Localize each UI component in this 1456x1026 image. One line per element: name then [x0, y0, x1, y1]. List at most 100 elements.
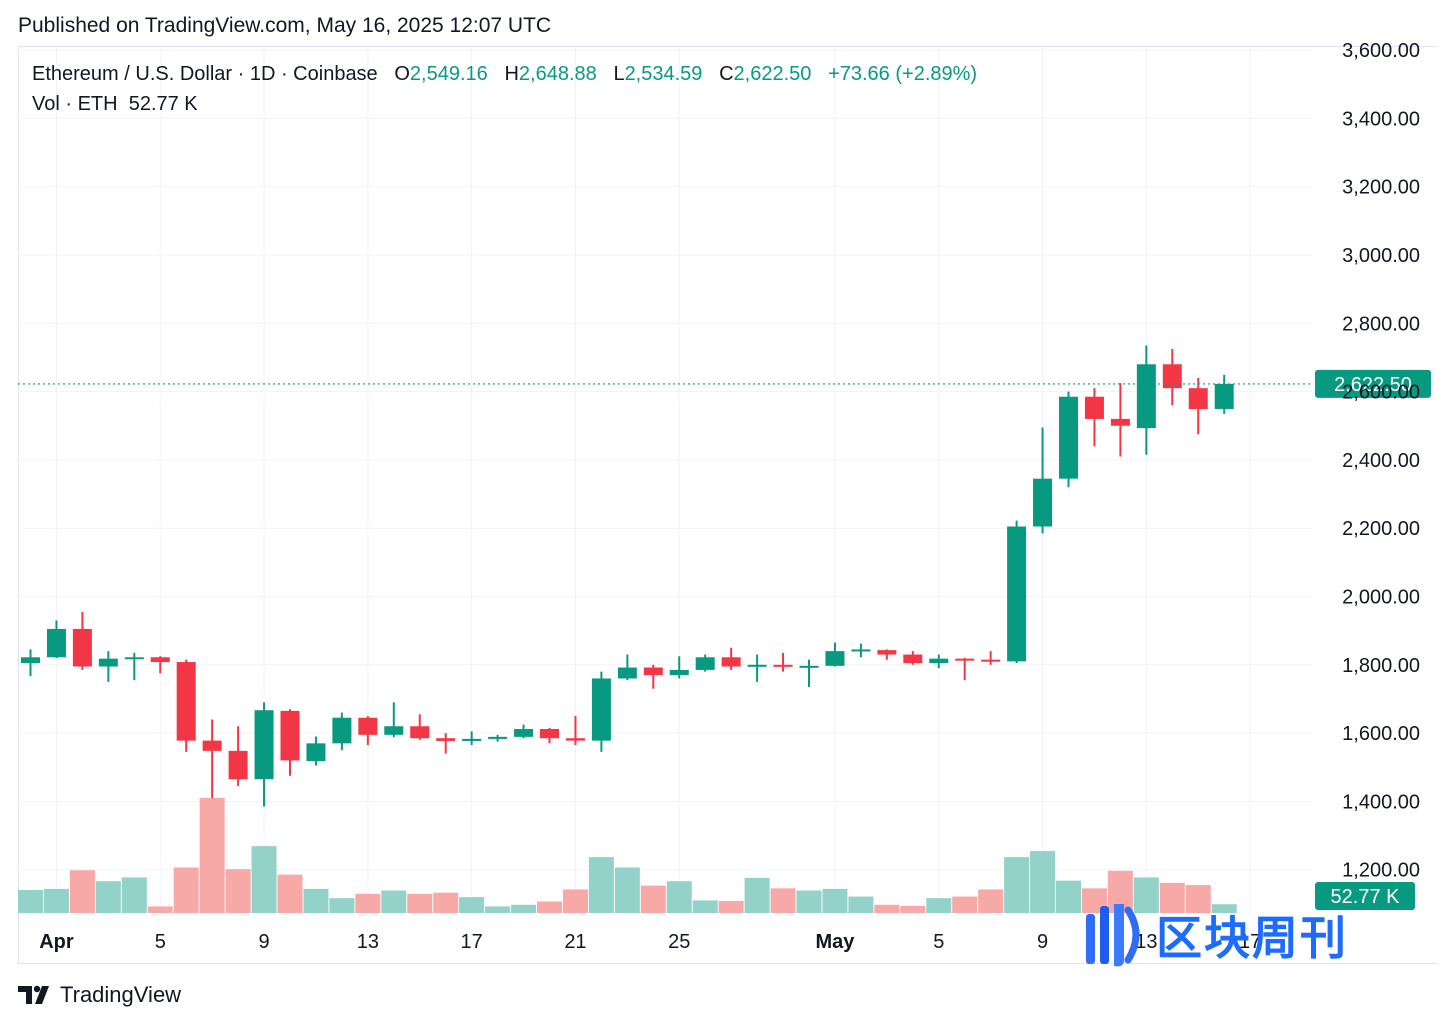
candle-body [306, 743, 326, 762]
time-tick-label: 9 [258, 931, 269, 953]
candle[interactable] [540, 727, 559, 744]
candle[interactable] [254, 702, 274, 807]
candle[interactable] [1084, 388, 1104, 447]
candle[interactable] [643, 664, 663, 689]
candle[interactable] [332, 712, 352, 751]
candle[interactable] [46, 620, 66, 658]
candle[interactable] [72, 611, 92, 670]
candle[interactable] [877, 649, 897, 660]
time-axis[interactable]: Apr 5 9 13 17 21 25 May 5 9 13 17 [39, 931, 1261, 953]
candle[interactable] [358, 716, 378, 746]
candle[interactable] [1007, 520, 1027, 664]
volume-bar [770, 888, 796, 913]
candle[interactable] [280, 709, 300, 776]
candle[interactable] [617, 654, 637, 681]
candle[interactable] [488, 734, 508, 742]
candle-body [617, 667, 637, 679]
last-volume-label: 52.77 K [1331, 886, 1401, 908]
candle-body [98, 658, 118, 667]
volume-bar [1133, 877, 1159, 913]
candle[interactable] [799, 659, 819, 687]
candle[interactable] [773, 652, 793, 672]
tradingview-footer[interactable]: TradingView [18, 982, 181, 1008]
volume-bar [485, 906, 511, 913]
candle[interactable] [1162, 348, 1182, 406]
candle[interactable] [851, 643, 871, 658]
volume-bar [900, 905, 926, 913]
close-label: C [719, 63, 734, 85]
candle-body [565, 738, 585, 741]
candle[interactable] [1136, 345, 1156, 455]
candle[interactable] [98, 651, 118, 682]
candle[interactable] [410, 714, 430, 740]
candle[interactable] [955, 657, 975, 681]
candles [21, 345, 1234, 807]
time-tick-label: 9 [1037, 931, 1048, 953]
low-value: 2,534.59 [624, 63, 703, 85]
candle[interactable] [1110, 383, 1130, 457]
volume-bar [1030, 851, 1056, 913]
candle-body [332, 717, 352, 744]
candle-body [669, 669, 689, 676]
candle[interactable] [462, 731, 482, 746]
candle-body [488, 736, 508, 739]
candle[interactable] [436, 733, 456, 754]
volume-bar [1211, 904, 1237, 913]
volume-bar [874, 904, 900, 913]
last-volume-badge [1315, 882, 1415, 910]
candle[interactable] [721, 647, 741, 670]
volume-label[interactable]: Vol · ETH [32, 93, 118, 115]
candle[interactable] [981, 651, 1001, 665]
candle[interactable] [591, 671, 611, 752]
candle-body [773, 664, 793, 667]
candle[interactable] [124, 652, 144, 681]
candle-body [695, 657, 715, 670]
candle[interactable] [306, 736, 326, 766]
last-price-label: 2,622.50 [1334, 374, 1412, 396]
open-value: 2,549.16 [409, 63, 488, 85]
volume-bar [1185, 885, 1211, 913]
candle[interactable] [1033, 427, 1053, 534]
candle[interactable] [929, 654, 949, 669]
price-tick-label: 3,400.00 [1342, 108, 1420, 130]
price-axis[interactable]: 3,600.00 3,400.00 3,200.00 3,000.00 2,800.00… [1342, 40, 1420, 882]
candle[interactable] [1059, 391, 1078, 488]
candle[interactable] [176, 659, 196, 752]
price-tick-label: 1,400.00 [1342, 791, 1420, 813]
candle[interactable] [695, 654, 715, 672]
price-tick-label: 3,000.00 [1342, 245, 1420, 267]
candle-body [877, 650, 897, 655]
watermark: 区块周刊 [1084, 900, 1348, 970]
time-tick-label: 13 [1135, 931, 1157, 953]
time-tick-label: 5 [933, 931, 944, 953]
high-label: H [504, 63, 519, 85]
candle[interactable] [514, 724, 534, 739]
volume-bar [433, 892, 459, 913]
candle[interactable] [228, 726, 248, 787]
candle[interactable] [150, 656, 170, 674]
candle-body [150, 657, 170, 663]
price-tick-label: 2,400.00 [1342, 450, 1420, 472]
grid-lines [18, 48, 1312, 914]
volume-bar [199, 797, 225, 913]
candle[interactable] [1214, 374, 1234, 414]
candle-body [1188, 388, 1208, 410]
candle[interactable] [1188, 377, 1208, 435]
volume-bar [459, 897, 485, 913]
candle[interactable] [669, 656, 689, 679]
candle-body [1110, 418, 1130, 426]
candle[interactable] [825, 642, 845, 667]
candle[interactable] [747, 654, 767, 682]
candle[interactable] [21, 649, 40, 677]
volume-bar [251, 846, 277, 913]
candle[interactable] [384, 702, 404, 738]
price-tick-label: 1,800.00 [1342, 655, 1420, 677]
candle-body [929, 658, 949, 664]
volume-bar [1159, 882, 1185, 913]
candle[interactable] [903, 651, 923, 665]
price-tick-label: 3,200.00 [1342, 177, 1420, 199]
symbol-label[interactable]: Ethereum / U.S. Dollar · 1D · Coinbase [32, 63, 378, 85]
candle[interactable] [202, 719, 222, 798]
candle[interactable] [565, 716, 585, 746]
